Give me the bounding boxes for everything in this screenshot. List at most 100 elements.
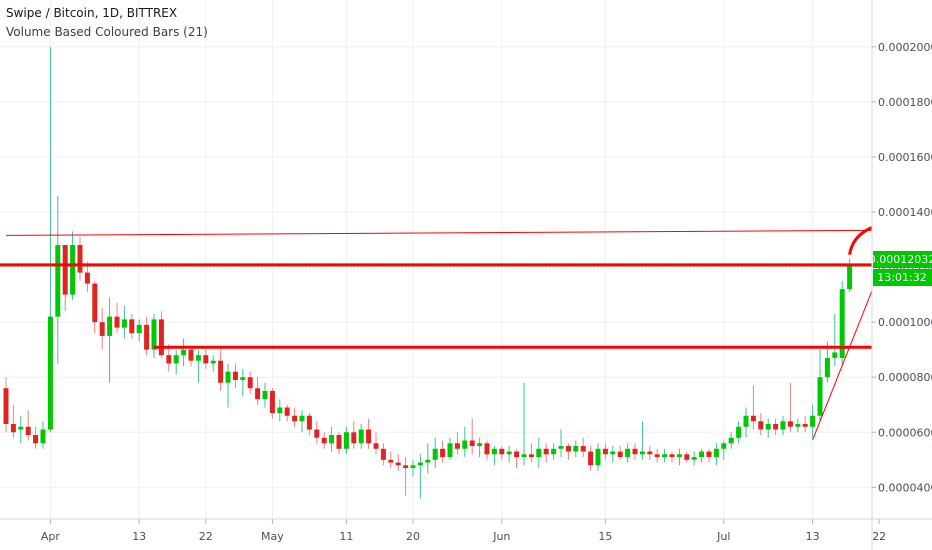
candle-body xyxy=(262,390,268,400)
candle-body xyxy=(521,454,527,458)
time-tick-label: 15 xyxy=(598,530,612,543)
candle-body xyxy=(425,459,431,463)
candle-body xyxy=(129,319,135,334)
candle-body xyxy=(610,451,616,455)
candle-body xyxy=(847,266,853,290)
candle-body xyxy=(758,421,764,430)
candle-body xyxy=(684,454,690,460)
candle-body xyxy=(440,448,446,458)
time-axis-ticks[interactable]: Apr1322May1120Jun15Jul1322Au xyxy=(41,519,932,543)
candle-body xyxy=(269,390,275,413)
candle-body xyxy=(765,424,771,430)
candle-body xyxy=(506,451,512,455)
candle-body xyxy=(188,349,194,361)
price-tick-label: 0.00018000 xyxy=(878,96,932,109)
time-tick-label: Jun xyxy=(492,530,510,543)
candle-body xyxy=(195,355,201,361)
price-axis-ticks: 0.00004000 0.00006000 0.00008000 0.00010000… xyxy=(872,41,932,494)
candle-body xyxy=(447,443,453,458)
time-tick-label: 22 xyxy=(199,530,213,543)
candle-body xyxy=(144,324,150,350)
candle-body xyxy=(218,360,224,383)
candle-body xyxy=(824,357,830,378)
candle-body xyxy=(232,371,238,380)
candle-body xyxy=(588,451,594,466)
chart-title: Swipe / Bitcoin, 1D, BITTREX xyxy=(6,6,178,20)
candle-body xyxy=(114,316,120,328)
candle-body xyxy=(477,443,483,447)
candle-body xyxy=(780,421,786,430)
candle-body xyxy=(699,451,705,458)
candle-body xyxy=(528,454,534,458)
candle-body xyxy=(736,426,742,438)
candle-body xyxy=(551,448,557,455)
candle-body xyxy=(595,448,601,466)
time-tick-label: 11 xyxy=(339,530,353,543)
candle-body xyxy=(832,352,838,358)
candle-body xyxy=(321,437,327,444)
candle-body xyxy=(329,435,335,444)
candle-body xyxy=(99,322,105,336)
candle-body xyxy=(484,443,490,455)
candle-body xyxy=(491,448,497,455)
candle-body xyxy=(580,446,586,452)
candle-body xyxy=(240,377,246,380)
indicator-legend[interactable]: Volume Based Coloured Bars (21) xyxy=(6,25,208,39)
candle-body xyxy=(417,462,423,466)
candle-body xyxy=(639,451,645,455)
candle-body xyxy=(573,446,579,452)
candle-body xyxy=(18,426,24,430)
candle-body xyxy=(565,446,571,452)
price-badges: 0.00012032 13:01:32 xyxy=(869,251,932,286)
candle-body xyxy=(395,462,401,466)
candle-body xyxy=(676,454,682,458)
candle-body xyxy=(166,355,172,364)
time-tick-label: May xyxy=(261,530,284,543)
candle-body xyxy=(107,316,113,336)
candle-body xyxy=(70,245,76,295)
candle-body xyxy=(558,446,564,449)
price-tick-label: 0.00014000 xyxy=(878,206,932,219)
candle-body xyxy=(721,443,727,449)
candle-body xyxy=(247,377,253,389)
candle-body xyxy=(181,349,187,356)
candle-body xyxy=(817,377,823,416)
candle-body xyxy=(314,429,320,438)
price-tick-label: 0.00016000 xyxy=(878,151,932,164)
candle-body xyxy=(351,432,357,444)
candle-body xyxy=(728,437,734,444)
candle-body xyxy=(462,440,468,449)
candle-body xyxy=(366,429,372,444)
candle-body xyxy=(713,448,719,458)
last-price-value: 0.00012032 xyxy=(869,253,932,266)
candle-body xyxy=(151,319,157,350)
candle-body xyxy=(839,289,845,358)
candle-body xyxy=(173,355,179,364)
candle-body xyxy=(210,360,216,364)
candle-body xyxy=(625,448,631,458)
price-tick-label: 0.00008000 xyxy=(878,371,932,384)
candle-body xyxy=(743,415,749,427)
candle-body xyxy=(403,465,409,469)
candle-body xyxy=(795,424,801,427)
trend-line[interactable] xyxy=(5,229,932,236)
candle-body xyxy=(292,415,298,422)
candle-body xyxy=(706,451,712,458)
time-tick-label: 20 xyxy=(406,530,420,543)
candle-body xyxy=(284,407,290,416)
candle-body xyxy=(787,421,793,427)
candle-body xyxy=(499,448,505,455)
candle-body xyxy=(158,319,164,356)
candle-body xyxy=(3,388,9,425)
candle-body xyxy=(802,424,808,427)
price-tick-label: 0.00006000 xyxy=(878,426,932,439)
candle-body xyxy=(121,319,127,328)
time-tick-label: Jul xyxy=(716,530,730,543)
price-tick-label: 0.00020000 xyxy=(878,41,932,54)
candle-body xyxy=(432,448,438,460)
bar-countdown: 13:01:32 xyxy=(877,271,926,284)
candle-body xyxy=(47,316,53,430)
time-tick-label: 22 xyxy=(872,530,886,543)
candle-body xyxy=(410,465,416,469)
